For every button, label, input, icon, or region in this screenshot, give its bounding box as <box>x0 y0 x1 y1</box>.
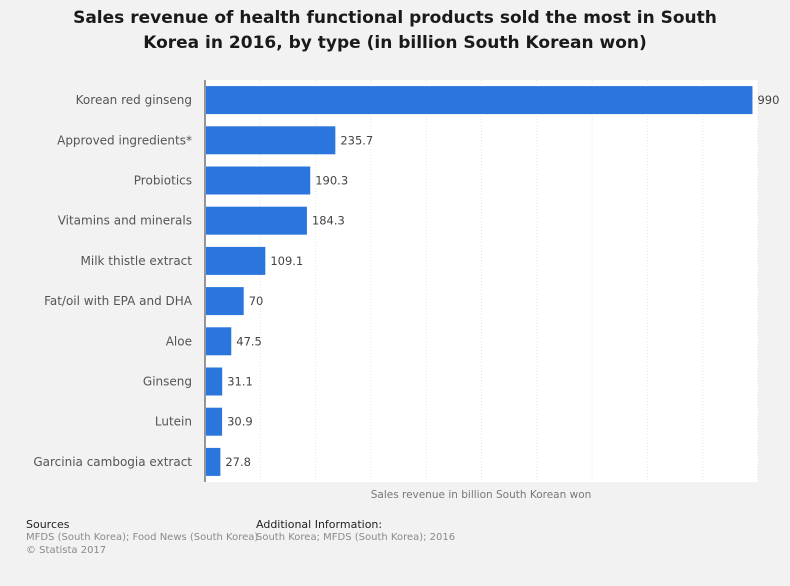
additional-info-text: South Korea; MFDS (South Korea); 2016 <box>256 532 456 543</box>
bar-group: Korean red ginseng 990 <box>76 86 779 115</box>
category-label: Korean red ginseng <box>76 93 192 107</box>
bar-group: Aloe 47.5 <box>166 327 262 356</box>
bar-group: Milk thistle extract 109.1 <box>81 246 303 275</box>
bar-group: Garcinia cambogia extract 27.8 <box>33 447 251 476</box>
bar-group: Lutein 30.9 <box>155 407 253 436</box>
bars: Korean red ginseng 990 Approved ingredient… <box>33 86 779 476</box>
bar-value-label: 31.1 <box>227 375 253 389</box>
category-label: Ginseng <box>143 375 192 389</box>
chart-title-line-2: Korea in 2016, by type (in billion South… <box>143 33 647 53</box>
bar-group: Ginseng 31.1 <box>143 367 253 396</box>
bar <box>206 246 266 275</box>
copyright-text: © Statista 2017 <box>26 545 107 556</box>
category-label: Lutein <box>155 415 192 429</box>
bar-group: Vitamins and minerals 184.3 <box>58 206 345 235</box>
bar-value-label: 30.9 <box>227 415 253 429</box>
bar-value-label: 990 <box>757 93 779 107</box>
bar-value-label: 27.8 <box>225 455 251 469</box>
bar-value-label: 109.1 <box>270 254 303 268</box>
category-label: Garcinia cambogia extract <box>33 455 192 469</box>
chart-title: Sales revenue of health functional produ… <box>20 6 770 56</box>
bar-group: Probiotics 190.3 <box>134 166 348 195</box>
bar <box>206 86 753 115</box>
category-label: Approved ingredients* <box>57 133 192 147</box>
bar <box>206 166 311 195</box>
x-axis-label: Sales revenue in billion South Korean wo… <box>371 489 592 501</box>
category-label: Probiotics <box>134 174 192 188</box>
bar-group: Approved ingredients* 235.7 <box>57 126 373 155</box>
bar <box>206 287 244 316</box>
sources-block: Sources MFDS (South Korea); Food News (S… <box>26 518 258 557</box>
bar <box>206 407 223 436</box>
sources-text: MFDS (South Korea); Food News (South Kor… <box>26 532 259 543</box>
bar-value-label: 190.3 <box>315 174 348 188</box>
bar-value-label: 184.3 <box>312 214 345 228</box>
sources-heading: Sources <box>26 518 70 531</box>
additional-info-block: Additional Information: South Korea; MFD… <box>256 518 455 544</box>
chart-title-line-1: Sales revenue of health functional produ… <box>73 8 717 28</box>
bar <box>206 206 307 235</box>
bar <box>206 367 223 396</box>
bar <box>206 447 221 476</box>
bar <box>206 126 336 155</box>
additional-info-heading: Additional Information: <box>256 518 383 531</box>
category-label: Vitamins and minerals <box>58 214 192 228</box>
category-label: Fat/oil with EPA and DHA <box>44 294 193 308</box>
category-label: Milk thistle extract <box>81 254 193 268</box>
bar-value-label: 70 <box>249 294 264 308</box>
category-label: Aloe <box>166 334 192 348</box>
bar-value-label: 47.5 <box>236 334 262 348</box>
bar-value-label: 235.7 <box>340 133 373 147</box>
bar <box>206 327 232 356</box>
bar-group: Fat/oil with EPA and DHA 70 <box>44 287 264 316</box>
